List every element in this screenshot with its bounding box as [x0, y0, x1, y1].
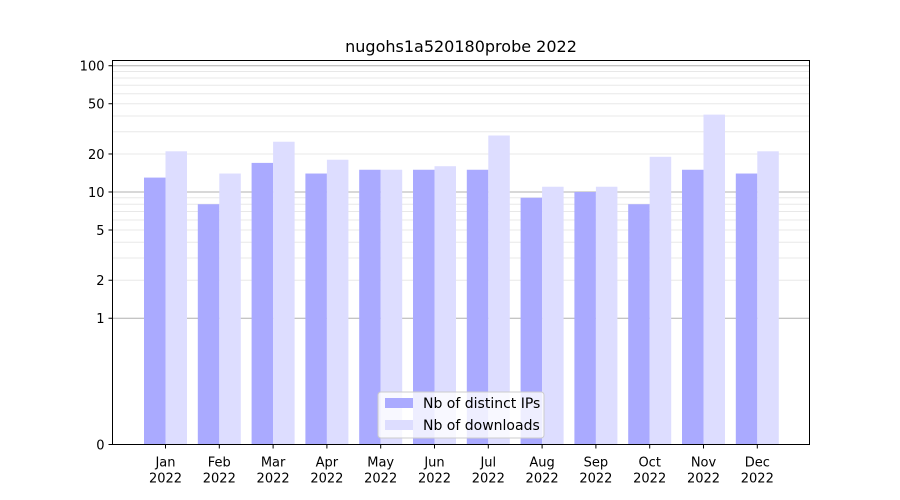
bar-ips — [144, 177, 166, 445]
x-tick-label: Jun 2022 — [418, 456, 451, 487]
bar-downloads — [757, 151, 779, 445]
x-axis: Jan 2022 Feb 2022 Mar 2022 Apr 2022 May 2022 Jun 20… — [149, 444, 774, 487]
plot-area-frame — [112, 60, 810, 445]
x-tick-label: Apr 2022 — [310, 456, 343, 487]
x-tick-label: Mar 2022 — [257, 456, 290, 487]
bar-downloads — [165, 151, 187, 445]
bars — [144, 114, 779, 445]
bar-downloads — [649, 156, 672, 445]
y-tick-label: 20 — [88, 148, 105, 163]
x-tick-label: Nov 2022 — [687, 456, 720, 487]
y-axis: 0 1 2 5 10 20 50 100 — [80, 60, 113, 454]
x-tick-label: Sep 2022 — [579, 456, 612, 487]
legend: Nb of distinct IPs Nb of downloads — [377, 391, 545, 439]
x-tick-label: Oct 2022 — [633, 456, 666, 487]
bar-downloads — [595, 186, 618, 445]
chart-title: nugohs1a520180probe 2022 — [345, 37, 577, 56]
bar-downloads — [273, 141, 295, 445]
y-tick-label: 100 — [80, 60, 105, 75]
x-tick-label: Feb 2022 — [203, 456, 236, 487]
y-tick-label: 10 — [88, 186, 105, 201]
legend-label-ips: Nb of distinct IPs — [423, 396, 540, 412]
bar-ips — [413, 169, 435, 445]
y-tick-label: 5 — [96, 224, 104, 239]
bar-ips — [197, 204, 220, 445]
bar-downloads — [703, 114, 725, 445]
y-tick-label: 1 — [96, 312, 104, 327]
bar-ips — [305, 173, 327, 445]
y-tick-label: 0 — [96, 439, 104, 454]
bar-downloads — [542, 186, 564, 445]
x-tick-label: Dec 2022 — [741, 456, 774, 487]
y-tick-label: 50 — [88, 98, 105, 113]
legend-swatch-downloads — [385, 420, 413, 430]
y-tick-label: 2 — [96, 274, 104, 289]
bar-ips — [735, 173, 758, 445]
bar-downloads — [434, 166, 456, 445]
bar-downloads — [488, 135, 510, 445]
x-tick-label: Jan 2022 — [149, 456, 182, 487]
bar-ips — [359, 169, 381, 445]
bar-downloads — [219, 173, 241, 445]
x-tick-label: Aug 2022 — [526, 456, 559, 487]
legend-label-downloads: Nb of downloads — [423, 418, 540, 434]
x-tick-label: May 2022 — [364, 456, 397, 487]
bar-ips — [251, 162, 274, 445]
bar-ips — [574, 191, 596, 445]
legend-frame — [377, 391, 545, 439]
legend-swatch-ips — [385, 398, 413, 408]
bar-downloads — [380, 169, 403, 445]
bar-downloads — [326, 159, 349, 445]
bar-ips — [466, 169, 489, 445]
x-tick-label: Jul 2022 — [472, 456, 505, 487]
bar-ips — [520, 197, 543, 445]
bar-ips — [682, 169, 704, 445]
bar-ips — [628, 204, 650, 445]
